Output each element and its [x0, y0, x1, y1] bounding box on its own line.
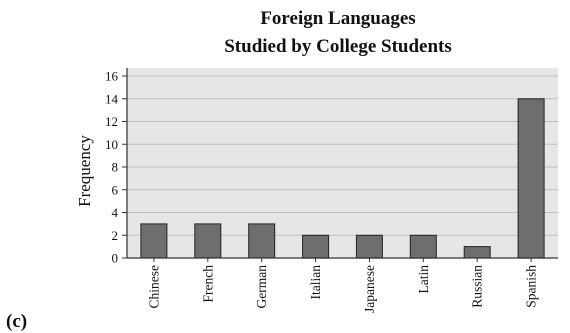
- x-tick-label-french: French: [200, 265, 215, 303]
- chart-title: Foreign Languages Studied by College Stu…: [224, 8, 452, 57]
- bar-italian: [302, 234, 330, 259]
- plot-area: [127, 68, 558, 258]
- y-tick-label: 14: [105, 91, 119, 106]
- bar-latin: [409, 234, 437, 259]
- x-tick-label-german: German: [254, 265, 269, 309]
- bar-russian: [463, 246, 491, 259]
- y-tick-labels: 0 2 4 6 8 10 12 14 16: [105, 69, 119, 266]
- y-tick-label: 6: [112, 182, 119, 197]
- grid-lines: [127, 75, 558, 236]
- axes: [122, 68, 558, 262]
- y-tick-label: 2: [112, 228, 119, 243]
- y-tick-label: 4: [112, 205, 119, 220]
- x-tick-label-spanish: Spanish: [524, 265, 539, 308]
- bar-chinese: [140, 223, 168, 259]
- panel-label: (c): [6, 311, 27, 332]
- x-tick-label-chinese: Chinese: [146, 265, 161, 309]
- bar-german: [248, 223, 276, 259]
- y-tick-label: 10: [105, 137, 118, 152]
- x-tick-label-latin: Latin: [416, 265, 431, 294]
- bar-spanish: [517, 98, 545, 259]
- bar-japanese: [355, 234, 383, 259]
- x-tick-labels: Chinese French German Italian Japanese Latin R…: [146, 265, 538, 313]
- chart-title-line-1: Foreign Languages: [260, 8, 415, 29]
- y-tick-label: 0: [112, 251, 119, 266]
- y-tick-label: 16: [105, 69, 119, 84]
- y-tick-label: 12: [105, 114, 118, 129]
- x-tick-label-japanese: Japanese: [362, 265, 377, 313]
- y-axis-label: Frequency: [75, 135, 94, 207]
- bar-french: [194, 223, 222, 259]
- bars: [140, 98, 545, 259]
- y-tick-label: 8: [112, 160, 119, 175]
- chart-title-line-2: Studied by College Students: [224, 36, 452, 57]
- x-tick-label-russian: Russian: [470, 265, 485, 308]
- x-tick-label-italian: Italian: [308, 265, 323, 300]
